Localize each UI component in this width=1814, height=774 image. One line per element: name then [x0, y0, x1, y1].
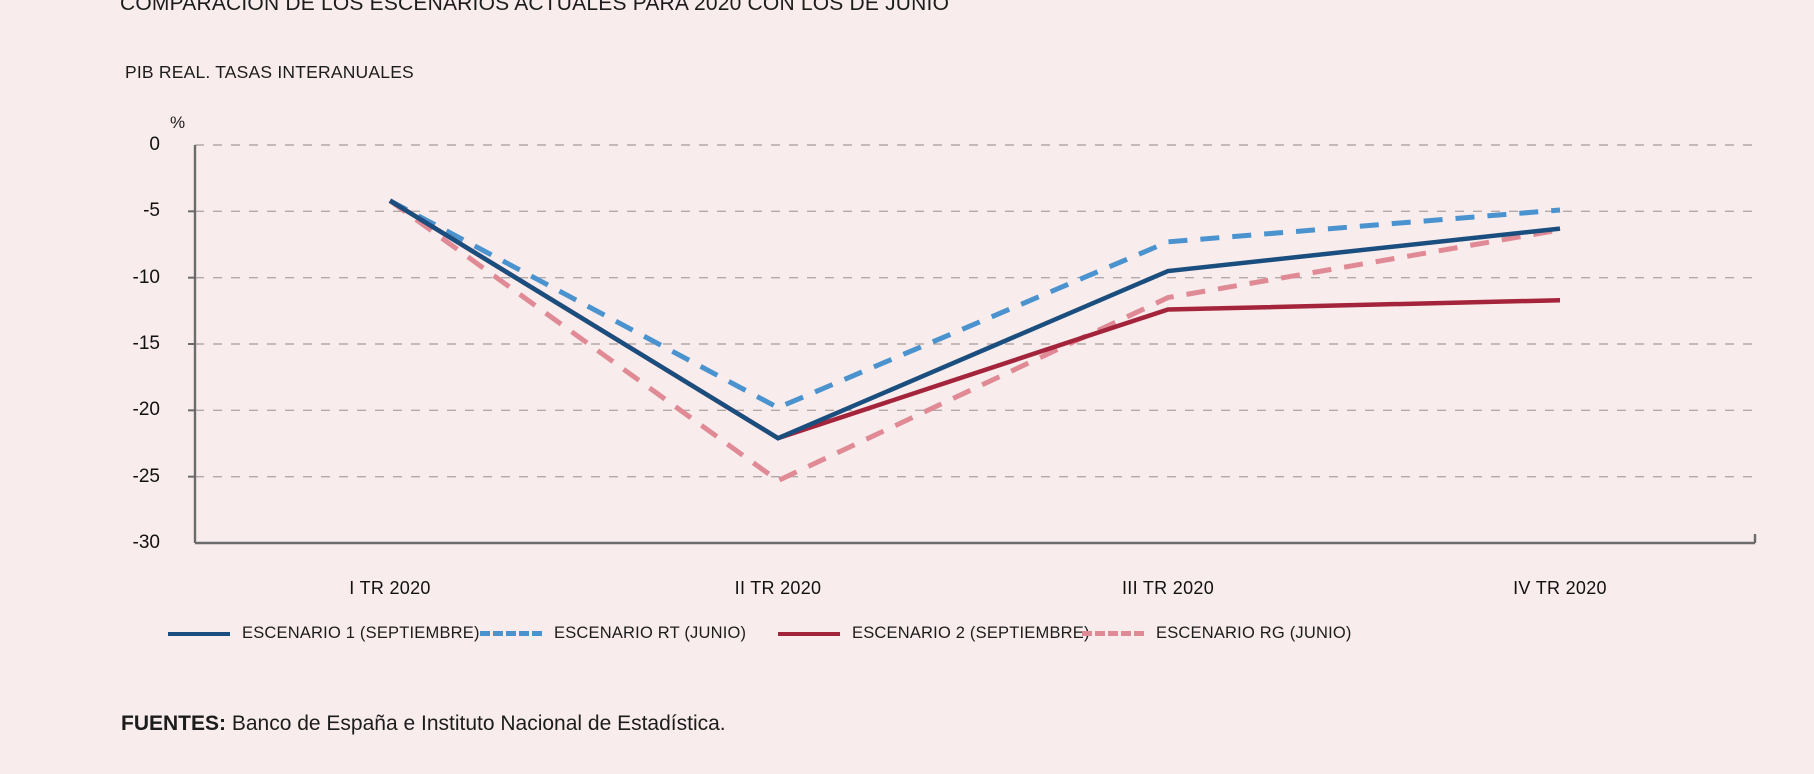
series-line [388, 198, 1561, 411]
chart-title: COMPARACIÓN DE LOS ESCENARIOS ACTUALES P… [120, 0, 950, 15]
legend-item[interactable]: ESCENARIO 2 (SEPTIEMBRE) [778, 624, 1090, 643]
series-line [388, 198, 1561, 441]
y-axis-tick-label: -10 [132, 266, 160, 288]
x-axis-tick-label: III TR 2020 [1121, 578, 1215, 598]
gridlines [195, 144, 1755, 478]
legend-label: ESCENARIO 2 (SEPTIEMBRE) [852, 624, 1090, 642]
legend-swatch-icon [778, 631, 840, 636]
x-axis-tick-label: II TR 2020 [734, 578, 822, 598]
sources-text: Banco de España e Instituto Nacional de … [226, 712, 726, 735]
legend-label: ESCENARIO 1 (SEPTIEMBRE) [242, 624, 480, 642]
y-axis-tick-label: 0 [149, 134, 160, 155]
legend-item[interactable]: ESCENARIO 1 (SEPTIEMBRE) [168, 624, 480, 643]
legend-item[interactable]: ESCENARIO RG (JUNIO) [1082, 624, 1352, 643]
y-axis-tick-label: -30 [132, 532, 160, 553]
chart-legend: ESCENARIO 1 (SEPTIEMBRE) ESCENARIO RT (JU… [0, 624, 1814, 654]
x-axis-tick-label: IV TR 2020 [1513, 578, 1607, 598]
legend-swatch-icon [168, 631, 230, 636]
y-axis-unit-label: % [170, 113, 186, 132]
legend-item[interactable]: ESCENARIO RT (JUNIO) [480, 624, 746, 643]
y-axis-tick-label: -15 [132, 333, 160, 354]
sources-note: FUENTES: Banco de España e Instituto Nac… [121, 712, 726, 736]
series-line [388, 198, 1561, 441]
legend-swatch-icon [1082, 631, 1144, 636]
x-axis-tick-label: I TR 2020 [349, 578, 431, 598]
y-axis-tick-label: -20 [132, 399, 160, 421]
axis-lines [188, 145, 1757, 545]
chart-subtitle: PIB REAL. TASAS INTERANUALES [125, 62, 414, 82]
legend-swatch-icon [480, 631, 542, 636]
legend-label: ESCENARIO RT (JUNIO) [554, 624, 747, 642]
series-line [388, 198, 1561, 484]
sources-label: FUENTES: [121, 712, 226, 735]
y-axis-tick-label: -25 [132, 465, 160, 487]
y-axis-tick-labels: 0 -5 -10 -15 -20 -25 -30 [80, 0, 160, 774]
y-axis-tick-label: -5 [143, 200, 160, 222]
series-lines [388, 198, 1561, 484]
legend-label: ESCENARIO RG (JUNIO) [1156, 624, 1352, 642]
